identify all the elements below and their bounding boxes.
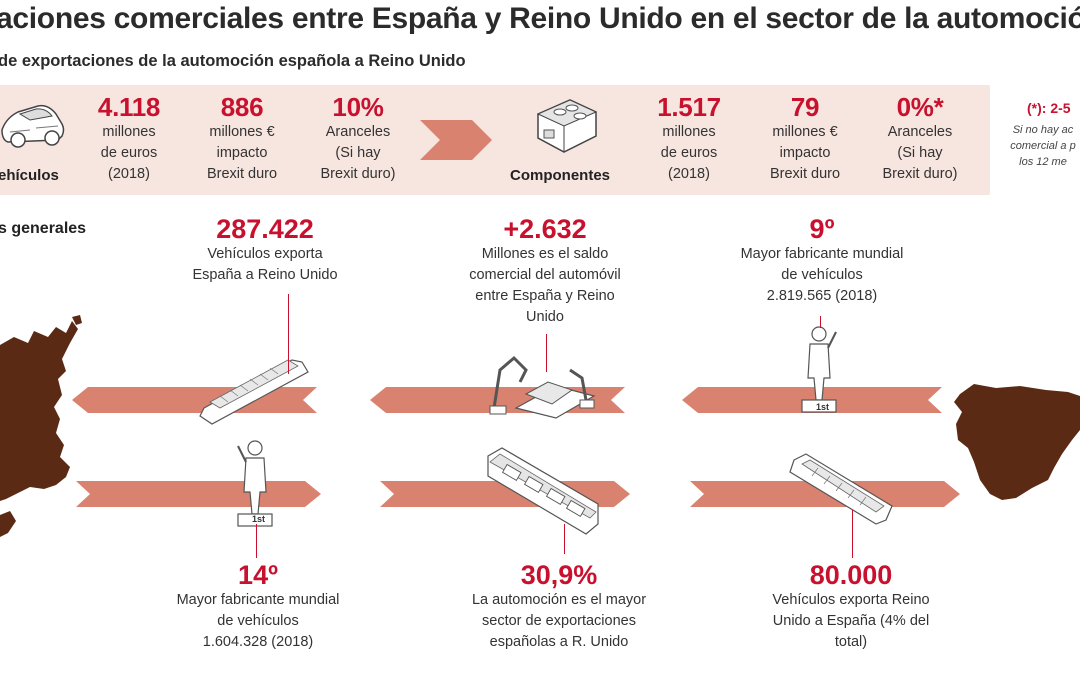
cargo-ship-icon bbox=[198, 350, 310, 430]
car-transporter-icon bbox=[480, 440, 604, 540]
worker-podium-icon bbox=[232, 436, 278, 528]
worker-podium-icon bbox=[796, 322, 842, 414]
section-heading: s generales bbox=[0, 220, 87, 237]
leader-line bbox=[546, 334, 547, 372]
chevron-arrow-icon bbox=[420, 120, 492, 160]
kpi-vehiculos-impact: 886 millones € impacto Brexit duro bbox=[206, 92, 278, 182]
page-title: aciones comerciales entre España y Reino… bbox=[0, 2, 1080, 35]
engine-icon bbox=[530, 92, 602, 162]
trade-band-bottom-3 bbox=[690, 481, 960, 507]
stat-sector-share: 30,9% La automoción es el mayor sector d… bbox=[471, 560, 647, 650]
trade-band-bottom-1 bbox=[76, 481, 321, 507]
leader-line bbox=[288, 294, 289, 374]
export-panel bbox=[0, 85, 990, 195]
kpi-vehiculos-tariff: 10% Aranceles (Si hay Brexit duro) bbox=[320, 92, 396, 182]
stat-vehicles-exported-es: 287.422 Vehículos exporta España a Reino… bbox=[192, 214, 338, 283]
stat-uk-ranking: 14º Mayor fabricante mundial de vehículo… bbox=[176, 560, 340, 650]
footnote-head: (*): 2-5 bbox=[1027, 100, 1071, 116]
podium-label: 1st bbox=[252, 514, 266, 524]
componentes-label: Componentes bbox=[510, 167, 611, 184]
vehiculos-label: ehículos bbox=[0, 167, 59, 184]
leader-line bbox=[820, 316, 821, 328]
assembly-robot-icon bbox=[486, 348, 598, 420]
kpi-componentes-value: 1.517 millones de euros (2018) bbox=[657, 92, 721, 182]
leader-line bbox=[564, 524, 565, 554]
cargo-ship-icon bbox=[788, 450, 898, 530]
kpi-vehiculos-value: 4.118 millones de euros (2018) bbox=[80, 92, 178, 185]
kpi-componentes-impact: 79 millones € impacto Brexit duro bbox=[769, 92, 841, 182]
leader-line bbox=[852, 510, 853, 558]
car-icon bbox=[0, 90, 70, 160]
podium-label: 1st bbox=[816, 402, 830, 412]
kpi-componentes-tariff: 0%* Aranceles (Si hay Brexit duro) bbox=[882, 92, 958, 182]
spain-map bbox=[950, 370, 1080, 510]
stat-es-ranking: 9º Mayor fabricante mundial de vehículos… bbox=[740, 214, 904, 304]
kpi-value: 4.118 bbox=[97, 92, 161, 122]
footnote-body: Si no hay ac comercial a p los 12 me bbox=[1010, 124, 1076, 168]
uk-map bbox=[0, 315, 90, 540]
page-subtitle: de exportaciones de la automoción españo… bbox=[0, 52, 466, 70]
leader-line bbox=[256, 524, 257, 558]
stat-trade-balance: +2.632 Millones es el saldo comercial de… bbox=[469, 214, 621, 325]
stat-vehicles-exported-uk: 80.000 Vehículos exporta Reino Unido a E… bbox=[772, 560, 930, 650]
